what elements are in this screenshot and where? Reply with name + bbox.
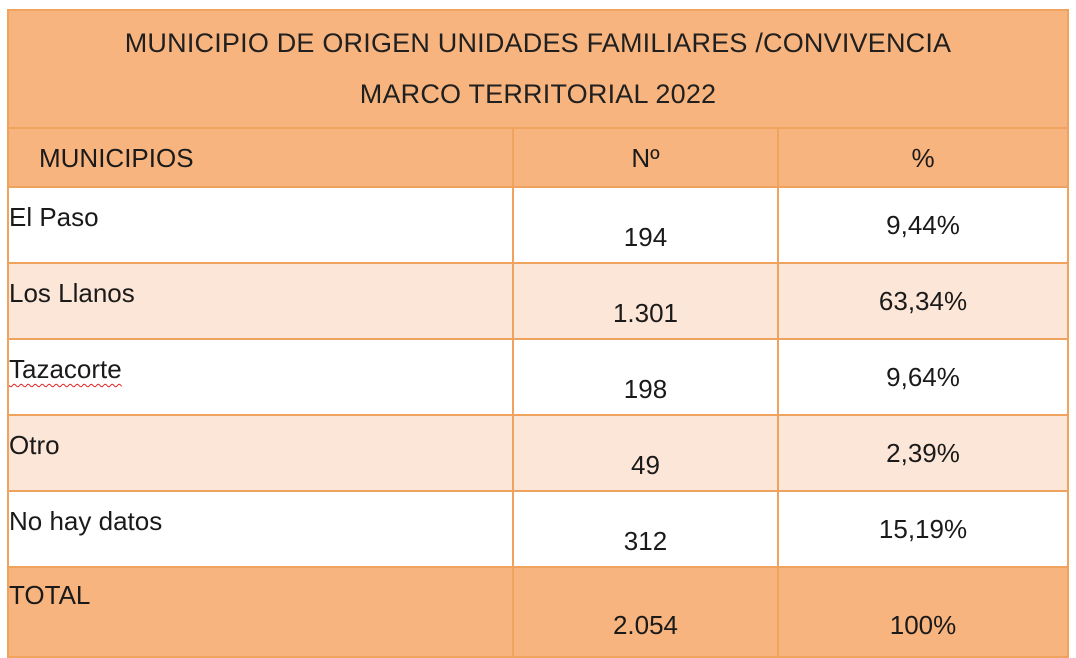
cell-municipio: Otro <box>7 414 514 492</box>
total-porcentaje: 100% <box>776 566 1070 658</box>
header-row: MUNICIPIOS Nº % <box>7 127 1070 188</box>
cell-municipio: No hay datos <box>7 490 514 568</box>
cell-municipio: Los Llanos <box>7 262 514 340</box>
cell-municipio: El Paso <box>7 186 514 264</box>
total-row: TOTAL 2.054 100% <box>7 566 1070 658</box>
cell-numero: 198 <box>512 338 779 416</box>
cell-porcentaje: 2,39% <box>776 414 1070 492</box>
cell-porcentaje: 63,34% <box>776 262 1070 340</box>
title-line-2: MARCO TERRITORIAL 2022 <box>359 79 717 109</box>
cell-porcentaje: 9,44% <box>776 186 1070 264</box>
cell-numero: 194 <box>512 186 779 264</box>
table-row: Tazacorte 198 9,64% <box>7 338 1070 416</box>
cell-numero: 49 <box>512 414 779 492</box>
total-numero: 2.054 <box>512 566 779 658</box>
header-municipios: MUNICIPIOS <box>7 127 514 188</box>
table-row: No hay datos 312 15,19% <box>7 490 1070 568</box>
cell-porcentaje: 9,64% <box>776 338 1070 416</box>
cell-numero: 1.301 <box>512 262 779 340</box>
header-porcentaje: % <box>776 127 1070 188</box>
title-line-1: MUNICIPIO DE ORIGEN UNIDADES FAMILIARES … <box>124 28 952 58</box>
spellcheck-flagged-text: Tazacorte <box>9 354 122 384</box>
cell-numero: 312 <box>512 490 779 568</box>
table-row: El Paso 194 9,44% <box>7 186 1070 264</box>
header-numero: Nº <box>512 127 779 188</box>
table-row: Los Llanos 1.301 63,34% <box>7 262 1070 340</box>
cell-municipio: Tazacorte <box>7 338 514 416</box>
table-title-row: MUNICIPIO DE ORIGEN UNIDADES FAMILIARES … <box>6 9 1070 129</box>
table-title: MUNICIPIO DE ORIGEN UNIDADES FAMILIARES … <box>6 9 1070 129</box>
total-label: TOTAL <box>7 566 514 658</box>
municipio-origen-table: MUNICIPIO DE ORIGEN UNIDADES FAMILIARES … <box>6 9 1070 658</box>
cell-porcentaje: 15,19% <box>776 490 1070 568</box>
table-row: Otro 49 2,39% <box>7 414 1070 492</box>
